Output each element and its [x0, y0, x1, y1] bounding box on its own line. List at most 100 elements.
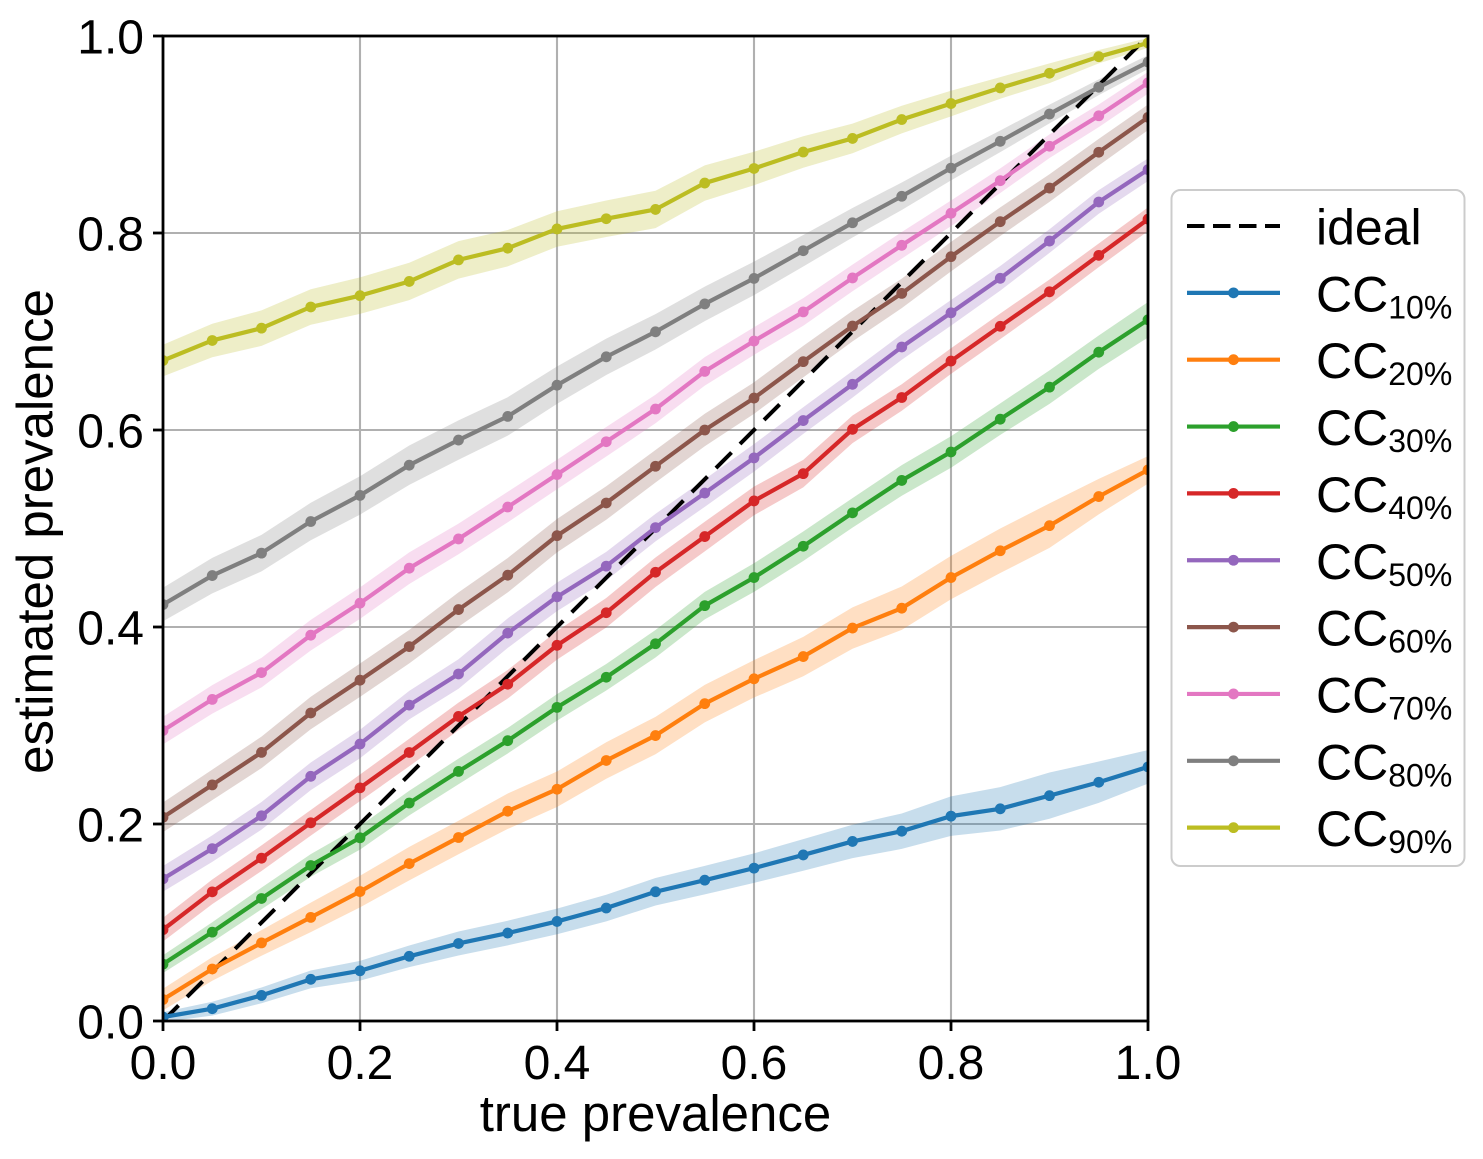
marker-cc80 — [206, 570, 218, 581]
legend-entry-cc20: CC20% — [1187, 333, 1452, 392]
legend-entry-cc40: CC40% — [1187, 467, 1452, 526]
marker-cc70 — [502, 501, 514, 513]
marker-cc20 — [748, 673, 760, 685]
marker-cc90 — [1044, 67, 1055, 79]
x-tick-label: 0.4 — [524, 1037, 591, 1090]
marker-cc50 — [847, 378, 858, 390]
marker-cc50 — [403, 699, 415, 711]
marker-cc40 — [453, 711, 464, 722]
marker-cc60 — [600, 497, 612, 509]
marker-cc80 — [1044, 108, 1055, 120]
marker-cc70 — [453, 533, 464, 545]
marker-cc70 — [945, 207, 957, 219]
y-tick-label: 1.0 — [77, 12, 144, 65]
marker-cc80 — [403, 459, 415, 471]
marker-cc80 — [699, 298, 711, 310]
marker-cc10 — [305, 973, 317, 985]
legend-label: CC10% — [1316, 266, 1452, 325]
legend-marker — [1228, 688, 1239, 700]
marker-cc60 — [206, 779, 218, 791]
marker-cc50 — [256, 810, 267, 822]
marker-cc20 — [797, 651, 809, 662]
series-cc60 — [163, 111, 1148, 823]
legend-marker — [1228, 354, 1239, 366]
marker-cc70 — [600, 436, 612, 448]
marker-cc90 — [699, 177, 711, 189]
marker-cc20 — [551, 783, 563, 795]
marker-cc90 — [453, 254, 464, 266]
marker-cc40 — [206, 886, 218, 898]
marker-cc60 — [403, 641, 415, 653]
marker-cc50 — [945, 307, 957, 319]
marker-cc30 — [551, 701, 563, 713]
marker-cc30 — [256, 893, 267, 904]
marker-cc10 — [1093, 776, 1105, 788]
marker-cc80 — [847, 217, 858, 229]
marker-cc40 — [896, 392, 908, 403]
legend-marker — [1228, 554, 1239, 566]
marker-cc80 — [650, 326, 661, 338]
marker-cc10 — [896, 825, 908, 837]
marker-cc30 — [206, 926, 218, 938]
marker-cc60 — [699, 424, 711, 436]
marker-cc10 — [600, 902, 612, 914]
marker-cc10 — [650, 886, 661, 898]
marker-cc60 — [502, 569, 514, 581]
marker-cc50 — [453, 668, 464, 680]
marker-cc80 — [502, 411, 514, 422]
marker-cc70 — [797, 306, 809, 318]
y-tick-label: 0.6 — [77, 406, 144, 459]
series-cc70 — [163, 77, 1148, 736]
marker-cc70 — [994, 175, 1006, 187]
marker-cc70 — [403, 562, 415, 574]
marker-cc10 — [354, 965, 366, 977]
marker-cc30 — [354, 832, 366, 844]
series-cc80 — [163, 56, 1148, 610]
legend: ideal CC10% CC20% CC30% CC40% CC50% CC60% CC70%… — [1170, 189, 1466, 867]
marker-cc40 — [699, 531, 711, 542]
marker-cc90 — [502, 242, 514, 254]
marker-cc10 — [847, 836, 858, 847]
marker-cc70 — [1044, 140, 1055, 152]
marker-cc90 — [945, 98, 957, 109]
marker-cc80 — [748, 273, 760, 284]
marker-cc80 — [994, 135, 1006, 147]
legend-marker — [1228, 488, 1239, 499]
y-tick-label: 0.0 — [77, 997, 144, 1050]
y-tick-label: 0.2 — [77, 800, 144, 853]
marker-cc50 — [748, 452, 760, 464]
marker-cc20 — [502, 805, 514, 817]
legend-entry-cc90: CC90% — [1187, 801, 1452, 860]
marker-cc30 — [994, 413, 1006, 425]
marker-cc40 — [748, 495, 760, 507]
legend-entry-cc50: CC50% — [1187, 534, 1452, 593]
marker-cc60 — [847, 320, 858, 332]
marker-cc60 — [1044, 182, 1055, 194]
legend-marker — [1228, 822, 1239, 834]
marker-cc70 — [305, 629, 317, 641]
marker-cc60 — [994, 216, 1006, 228]
legend-label: CC50% — [1316, 534, 1452, 593]
marker-cc20 — [256, 937, 267, 949]
marker-cc50 — [354, 738, 366, 750]
marker-cc90 — [650, 204, 661, 215]
marker-cc60 — [945, 251, 957, 263]
marker-cc80 — [354, 490, 366, 501]
marker-cc30 — [847, 507, 858, 519]
marker-cc30 — [650, 638, 661, 650]
marker-cc30 — [1093, 346, 1105, 358]
legend-entry-cc60: CC60% — [1187, 601, 1452, 660]
marker-cc30 — [1044, 381, 1055, 393]
marker-cc60 — [453, 604, 464, 615]
marker-cc20 — [847, 622, 858, 634]
legend-label: CC60% — [1316, 601, 1452, 660]
marker-cc90 — [847, 133, 858, 144]
y-tick-label: 0.4 — [77, 603, 144, 656]
legend-marker — [1228, 621, 1239, 633]
marker-cc60 — [1093, 146, 1105, 158]
legend-label: CC40% — [1316, 467, 1452, 526]
marker-cc70 — [206, 693, 218, 705]
marker-cc30 — [797, 540, 809, 552]
tick-labels: 0.0 0.2 0.4 0.6 0.8 1.0 0.0 0.2 0.4 0.6 0.8 1.0 — [77, 12, 1181, 1091]
